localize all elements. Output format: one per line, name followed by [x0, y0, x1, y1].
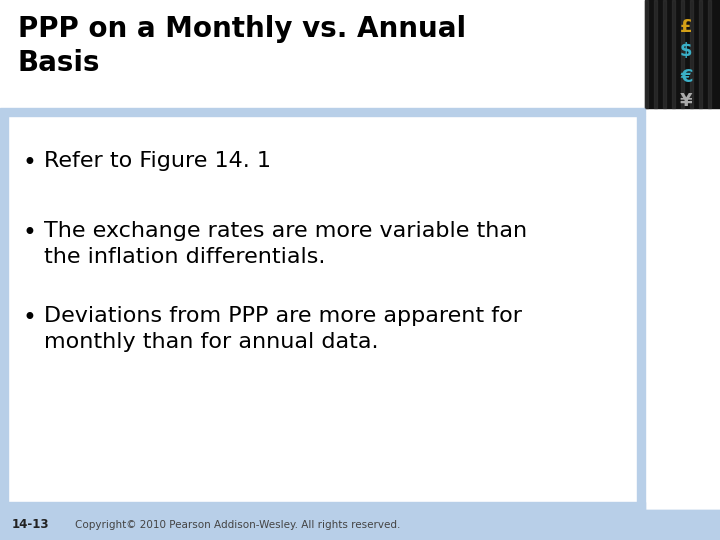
Text: •: • [22, 306, 36, 330]
Text: •: • [22, 221, 36, 245]
Text: ¥: ¥ [680, 92, 693, 110]
Text: €: € [680, 68, 693, 86]
Bar [0, 108, 645, 116]
Text: £: £ [680, 18, 693, 36]
Text: 14-13: 14-13 [12, 518, 50, 531]
Bar [637, 116, 645, 510]
Bar [0, 502, 645, 510]
Text: Basis: Basis [18, 49, 101, 77]
Text: PPP on a Monthly vs. Annual: PPP on a Monthly vs. Annual [18, 15, 466, 43]
Bar [708, 0, 711, 108]
Text: Copyright© 2010 Pearson Addison-Wesley. All rights reserved.: Copyright© 2010 Pearson Addison-Wesley. … [75, 520, 400, 530]
Bar [672, 0, 675, 108]
Bar [0, 510, 720, 540]
Text: The exchange rates are more variable than
the inflation differentials.: The exchange rates are more variable tha… [44, 221, 527, 267]
Bar [681, 0, 684, 108]
Bar [690, 0, 693, 108]
Bar [0, 0, 645, 108]
Bar [645, 510, 720, 540]
Bar [663, 0, 666, 108]
Bar [645, 0, 648, 108]
Text: $: $ [680, 42, 693, 60]
Text: •: • [22, 151, 36, 175]
Text: Refer to Figure 14. 1: Refer to Figure 14. 1 [44, 151, 271, 171]
Bar [645, 0, 720, 108]
Bar [654, 0, 657, 108]
Bar [699, 0, 702, 108]
Text: Deviations from PPP are more apparent for
monthly than for annual data.: Deviations from PPP are more apparent fo… [44, 306, 522, 352]
Bar [0, 116, 8, 510]
